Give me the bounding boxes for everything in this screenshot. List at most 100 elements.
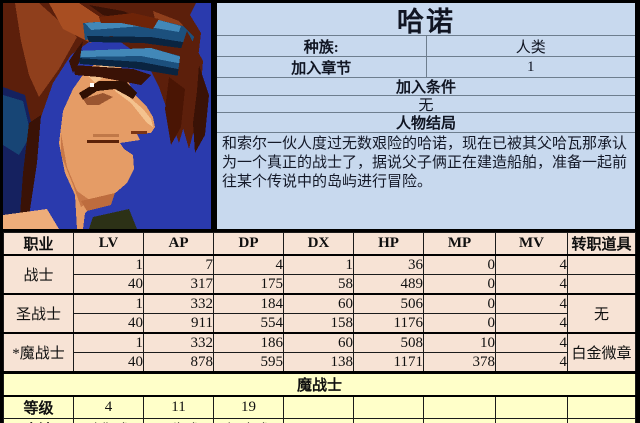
stat-cell: 4 <box>495 352 568 373</box>
magic-spell-value: 防御术 <box>73 418 144 423</box>
stat-cell: 506 <box>353 293 424 314</box>
magic-level-row: 等级 4 11 19 <box>3 395 636 419</box>
stat-cell: 1 <box>73 254 144 275</box>
header-lv: LV <box>73 232 144 256</box>
magic-level-value: 4 <box>73 395 144 419</box>
header-dx: DX <box>283 232 354 256</box>
stat-cell: 1 <box>283 254 354 275</box>
stat-cell: 554 <box>213 313 284 334</box>
join-chapter-label: 加入章节 <box>217 57 427 77</box>
character-name: 哈诺 <box>217 3 635 37</box>
stat-cell: 10 <box>423 332 496 353</box>
character-portrait <box>3 3 211 229</box>
stat-cell: 595 <box>213 352 284 373</box>
stat-cell: 878 <box>143 352 214 373</box>
join-condition-value: 无 <box>217 96 635 114</box>
class-stats-table: 职业 LV AP DP DX HP MP MV 转职道具 战士 1 7 4 1 … <box>3 232 636 423</box>
portrait-pixel-art <box>3 3 211 229</box>
stat-cell: 4 <box>495 332 568 353</box>
stat-cell: 186 <box>213 332 284 353</box>
header-ap: AP <box>143 232 214 256</box>
header-class: 职业 <box>3 232 74 256</box>
stat-cell: 58 <box>283 274 354 295</box>
magic-spell-value: 解毒术 <box>213 418 284 423</box>
race-row: 种族: 人类 <box>217 36 635 57</box>
stat-cell: 0 <box>423 254 496 275</box>
magic-section-title-row: 魔战士 <box>3 371 636 397</box>
stat-cell: 1 <box>73 293 144 314</box>
stat-cell: 4 <box>495 313 568 334</box>
empty-cell <box>567 418 636 423</box>
join-chapter-value: 1 <box>527 58 535 75</box>
holy-warrior-lv40-row: 40 911 554 158 1176 0 4 <box>4 313 636 334</box>
top-section: 哈诺 种族: 人类 加入章节 1 加入条件 无 人物结局 和索尔一伙人度过无数艰… <box>3 3 635 229</box>
race-value: 人类 <box>515 39 546 56</box>
stat-cell: 158 <box>283 313 354 334</box>
stat-cell: 1176 <box>353 313 424 334</box>
empty-cell <box>423 418 496 423</box>
class-name-cell: *魔战士 <box>3 332 74 373</box>
warrior-lv40-row: 40 317 175 58 489 0 4 <box>4 274 636 295</box>
stat-cell: 40 <box>73 274 144 295</box>
holy-warrior-lv1-row: 圣战士 1 332 184 60 506 0 4 无 <box>3 293 636 334</box>
header-mp: MP <box>423 232 496 256</box>
stat-cell: 40 <box>73 313 144 334</box>
warrior-lv1-row: 战士 1 7 4 1 36 0 4 <box>3 254 636 295</box>
empty-cell <box>567 395 636 419</box>
class-item-cell: 无 <box>567 293 636 334</box>
stat-cell: 508 <box>353 332 424 353</box>
class-item-cell: 白金微章 <box>567 332 636 373</box>
stat-cell: 332 <box>143 293 214 314</box>
empty-cell <box>283 418 354 423</box>
info-panel: 哈诺 种族: 人类 加入章节 1 加入条件 无 人物结局 和索尔一伙人度过无数艰… <box>217 3 635 229</box>
stat-cell: 4 <box>495 254 568 275</box>
empty-cell <box>353 418 424 423</box>
stat-cell: 332 <box>143 332 214 353</box>
stat-cell: 1 <box>73 332 144 353</box>
stat-cell: 60 <box>283 332 354 353</box>
magic-level-label: 等级 <box>3 395 74 419</box>
stat-cell: 40 <box>73 352 144 373</box>
header-item: 转职道具 <box>567 232 636 256</box>
stat-cell: 184 <box>213 293 284 314</box>
empty-cell <box>353 395 424 419</box>
class-name-cell: 战士 <box>3 254 74 295</box>
stat-cell: 36 <box>353 254 424 275</box>
stats-header-row: 职业 LV AP DP DX HP MP MV 转职道具 <box>3 232 636 256</box>
stat-cell: 317 <box>143 274 214 295</box>
ending-header: 人物结局 <box>217 113 635 133</box>
class-item-cell <box>567 274 636 295</box>
stat-cell: 4 <box>495 274 568 295</box>
magic-spell-label: 魔法 <box>3 418 74 423</box>
magic-warrior-lv40-row: 40 878 595 138 1171 378 4 <box>4 352 636 373</box>
race-label: 种族: <box>217 36 427 56</box>
magic-spell-row: 魔法 防御术 再生术 解毒术 <box>3 418 636 423</box>
stat-cell: 378 <box>423 352 496 373</box>
header-dp: DP <box>213 232 284 256</box>
magic-level-value: 19 <box>213 395 284 419</box>
magic-level-value: 11 <box>143 395 214 419</box>
stat-cell: 7 <box>143 254 214 275</box>
empty-cell <box>283 395 354 419</box>
header-mv: MV <box>495 232 568 256</box>
class-item-cell <box>567 254 636 275</box>
stat-cell: 60 <box>283 293 354 314</box>
stat-cell: 138 <box>283 352 354 373</box>
stat-cell: 0 <box>423 293 496 314</box>
chapter-row: 加入章节 1 <box>217 57 635 78</box>
stat-cell: 911 <box>143 313 214 334</box>
stat-cell: 0 <box>423 313 496 334</box>
empty-cell <box>423 395 496 419</box>
stat-cell: 4 <box>213 254 284 275</box>
portrait-info-divider <box>211 3 217 229</box>
ending-text: 和索尔一伙人度过无数艰险的哈诺，现在已被其父哈瓦那承认为一个真正的战士了，据说父… <box>222 136 628 190</box>
empty-cell <box>495 395 568 419</box>
stat-cell: 175 <box>213 274 284 295</box>
empty-cell <box>495 418 568 423</box>
stat-cell: 4 <box>495 293 568 314</box>
header-hp: HP <box>353 232 424 256</box>
stat-cell: 1171 <box>353 352 424 373</box>
stat-cell: 0 <box>423 274 496 295</box>
class-name-cell: 圣战士 <box>3 293 74 334</box>
